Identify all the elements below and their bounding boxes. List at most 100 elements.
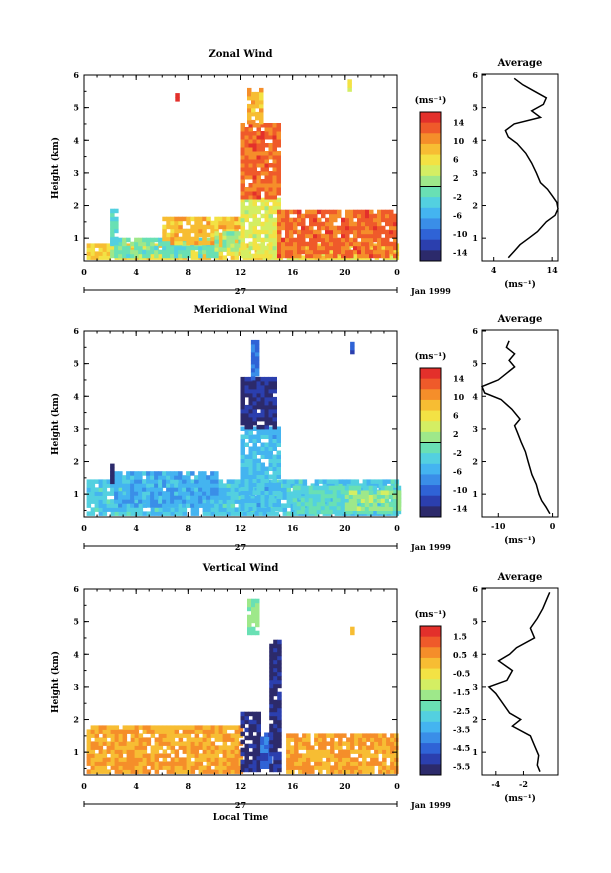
heatmap-cell [154, 495, 159, 500]
heatmap-cell [234, 737, 240, 742]
heatmap-cell [268, 249, 273, 255]
heatmap-cell [378, 745, 383, 750]
heatmap-cell [194, 737, 200, 742]
heatmap-cell [98, 255, 104, 260]
heatmap-cell [202, 753, 208, 758]
heatmap-cell [222, 228, 227, 234]
heatmap-cell [269, 703, 274, 709]
heatmap-cell [373, 249, 378, 255]
heatmap-cell [247, 618, 252, 624]
heatmap-cell [250, 375, 256, 381]
heatmap-cell [194, 475, 199, 480]
heatmap-cell [118, 757, 124, 762]
heatmap-cell [248, 767, 253, 773]
heatmap-cell [256, 400, 261, 406]
heatmap-cell [158, 475, 163, 480]
heatmap-cell [206, 733, 212, 738]
heatmap-cell [240, 221, 245, 227]
heatmap-cell [290, 757, 295, 762]
heatmap-cell [114, 507, 120, 512]
heatmap-cell [142, 725, 148, 730]
heatmap-cell [269, 739, 274, 745]
heatmap-cell [290, 753, 295, 758]
heatmap-cell [214, 249, 219, 255]
heatmap-cell [341, 241, 346, 247]
heatmap-cell [317, 237, 322, 243]
heatmap-cell [260, 151, 265, 156]
heatmap-cell [264, 752, 269, 757]
heatmap-cell [385, 221, 390, 227]
heatmap-cell [259, 95, 264, 101]
heatmap-cell [346, 483, 352, 488]
heatmap-cell [90, 769, 96, 774]
panel-title: Meridional Wind [193, 305, 287, 316]
heatmap-cell [272, 225, 277, 231]
heatmap-cell [244, 151, 249, 156]
heatmap-cell [210, 224, 215, 230]
heatmap-cell [333, 249, 338, 255]
heatmap-cell [272, 127, 277, 132]
heatmap-cell [269, 655, 274, 661]
heatmap-cell [289, 225, 294, 231]
heatmap-cell [222, 737, 228, 742]
heatmap-cell [94, 753, 100, 758]
heatmap-cell [268, 384, 273, 390]
colorbar-tick-label: -10 [453, 229, 468, 239]
heatmap-cell [134, 245, 139, 251]
heatmap-cell [234, 757, 240, 762]
heatmap-cell [226, 503, 232, 508]
heatmap-cell [317, 233, 322, 239]
heatmap-cell [252, 751, 257, 757]
heatmap-cell [282, 487, 288, 492]
heatmap-cell [268, 442, 273, 447]
heatmap-cell [378, 737, 383, 742]
heatmap-cell [110, 725, 116, 730]
heatmap-cell [369, 221, 374, 227]
heatmap-cell [252, 442, 257, 447]
heatmap-cell [369, 233, 374, 239]
heatmap-cell [260, 131, 265, 136]
profile-y-tick-label: 4 [472, 391, 478, 401]
heatmap-cell [248, 731, 253, 737]
heatmap-cell [364, 502, 370, 507]
heatmap-cell [385, 233, 390, 239]
heatmap-cell [322, 761, 327, 766]
heatmap-cell [122, 741, 128, 746]
heatmap-cell [138, 757, 144, 762]
heatmap-cell [252, 404, 257, 410]
heatmap-cell [166, 232, 171, 238]
heatmap-cell [178, 745, 184, 750]
heatmap-cell [154, 769, 160, 774]
heatmap-cell [312, 485, 318, 491]
heatmap-cell [248, 506, 253, 511]
heatmap-cell [174, 471, 179, 476]
heatmap-cell [289, 217, 294, 223]
heatmap-cell [272, 233, 277, 239]
heatmap-cell [256, 723, 261, 729]
heatmap-cell [385, 229, 390, 235]
heatmap-cell [94, 725, 100, 730]
heatmap-cell [150, 479, 155, 484]
heatmap-cell [260, 412, 265, 418]
heatmap-cell [182, 491, 187, 496]
heatmap-cell [268, 388, 273, 394]
heatmap-cell [94, 729, 100, 734]
heatmap-cell [272, 474, 277, 479]
heatmap-cell [138, 769, 144, 774]
heatmap-cell [374, 757, 379, 762]
heatmap-cell [170, 471, 175, 476]
heatmap-cell [277, 253, 282, 259]
heatmap-cell [244, 159, 249, 164]
heatmap-cell [162, 499, 167, 504]
heatmap-cell [226, 487, 232, 492]
heatmap-cell [186, 491, 191, 496]
heatmap-cell [234, 499, 240, 504]
heatmap-cell [325, 225, 330, 231]
heatmap-cell [333, 245, 338, 251]
heatmap-cell [361, 245, 366, 251]
heatmap-cell [158, 491, 163, 496]
heatmap-cell [260, 740, 265, 745]
heatmap-cell [392, 494, 398, 499]
heatmap-cell [330, 479, 336, 484]
heatmap-cell [384, 502, 390, 507]
